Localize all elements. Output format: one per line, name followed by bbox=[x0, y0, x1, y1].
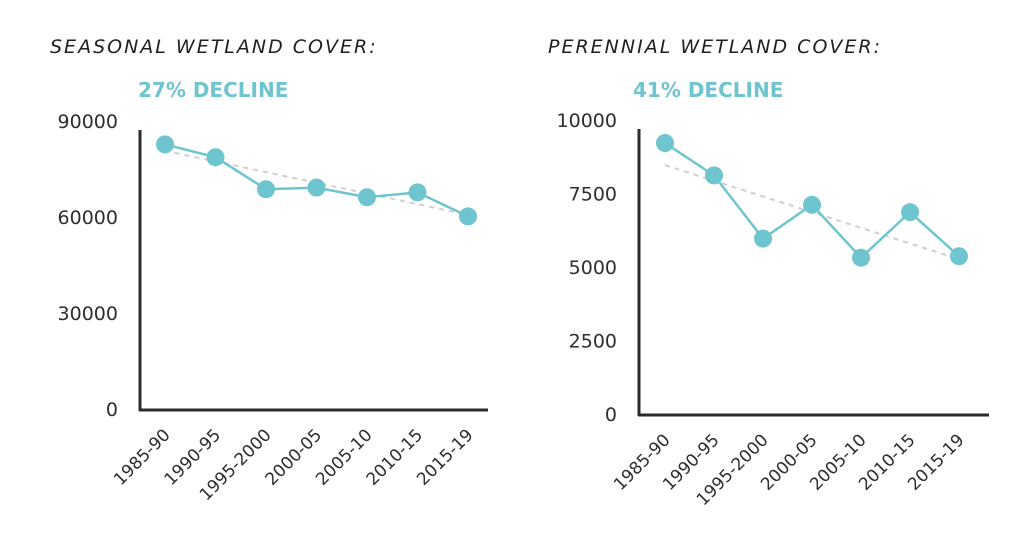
chart-title: SEASONAL WETLAND COVER: bbox=[50, 36, 378, 58]
data-point bbox=[206, 148, 225, 167]
data-point bbox=[754, 229, 772, 248]
y-tick-label: 60000 bbox=[58, 207, 118, 229]
chart-subtitle: 41% DECLINE bbox=[633, 78, 784, 102]
data-point bbox=[156, 135, 174, 154]
data-point bbox=[358, 188, 376, 207]
data-point bbox=[257, 180, 275, 199]
seasonal-chart-panel: SEASONAL WETLAND COVER: 27% DECLINE 0 300… bbox=[50, 36, 488, 505]
seasonal-line-chart: 03000060000900001985-901990-951995-20002… bbox=[58, 111, 488, 505]
perennial-chart-panel: PERENNIAL WETLAND COVER: 41% DECLINE 0 25… bbox=[500, 0, 1012, 560]
data-point bbox=[901, 203, 919, 222]
data-point bbox=[705, 166, 723, 185]
data-point bbox=[852, 248, 870, 267]
data-point bbox=[459, 207, 477, 226]
y-tick-label: 7500 bbox=[569, 184, 617, 206]
y-tick-label: 2500 bbox=[569, 331, 617, 353]
chart-title: PERENNIAL WETLAND COVER: bbox=[548, 36, 883, 58]
data-point bbox=[950, 247, 968, 266]
y-tick-label: 30000 bbox=[58, 303, 118, 325]
y-tick-label: 5000 bbox=[569, 257, 617, 279]
chart-subtitle: 27% DECLINE bbox=[138, 78, 289, 102]
perennial-line-chart: 0250050007500100001985-901990-951995-200… bbox=[557, 110, 989, 510]
data-point bbox=[656, 134, 674, 153]
y-tick-label: 10000 bbox=[557, 110, 617, 132]
y-tick-label: 0 bbox=[106, 399, 118, 421]
data-point bbox=[408, 183, 427, 202]
y-tick-label: 0 bbox=[605, 404, 617, 426]
data-point bbox=[803, 195, 821, 214]
x-tick-label: 2015-19 bbox=[413, 425, 477, 489]
data-point bbox=[307, 178, 326, 197]
y-tick-label: 90000 bbox=[58, 111, 118, 133]
